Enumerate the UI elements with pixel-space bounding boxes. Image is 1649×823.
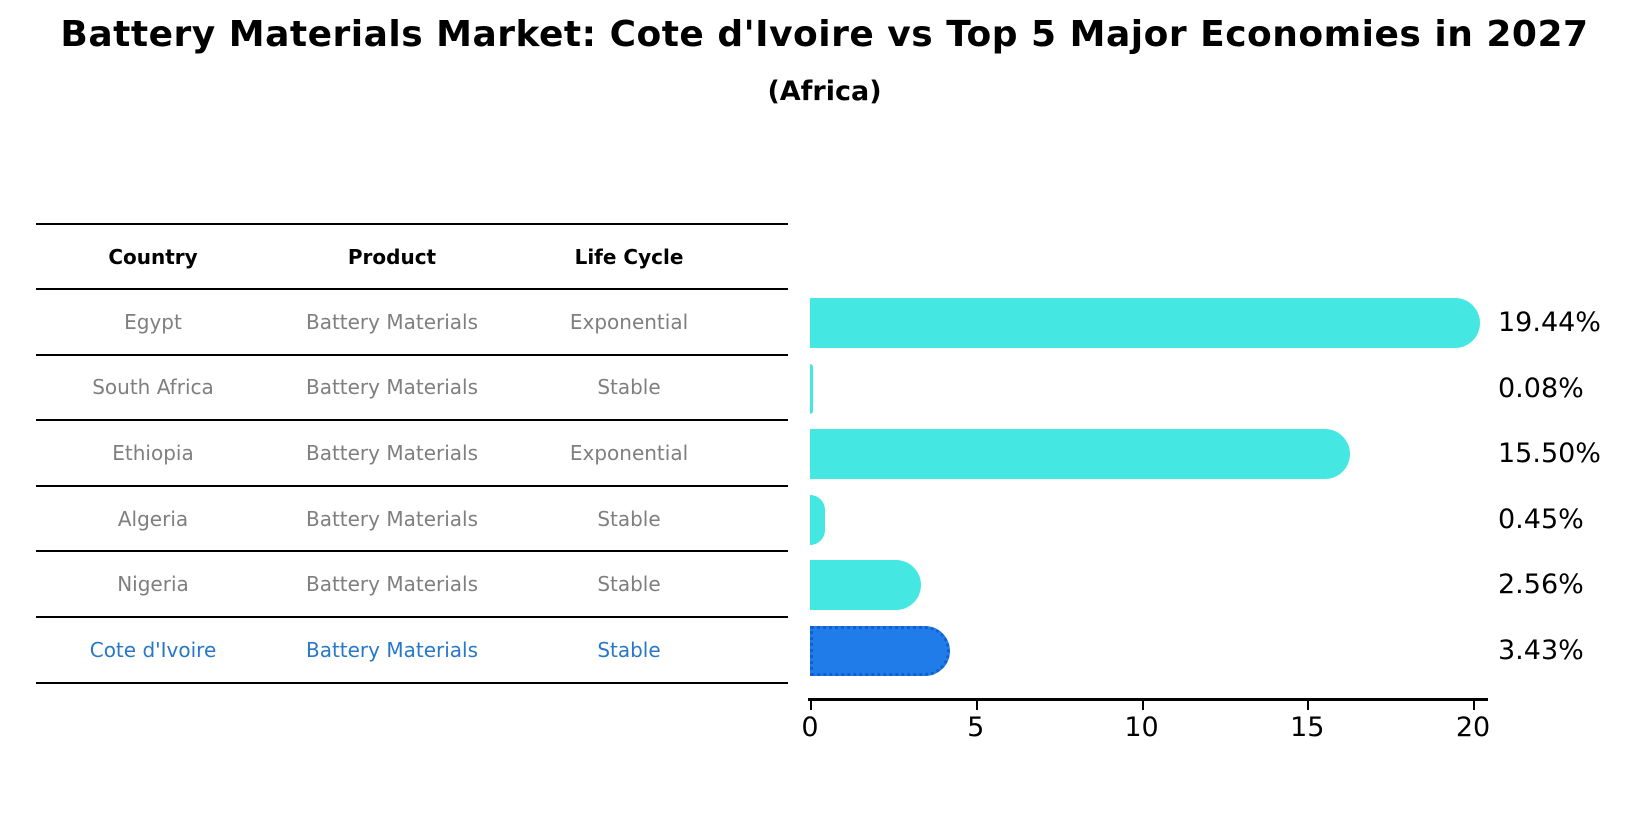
page-title: Battery Materials Market: Cote d'Ivoire … xyxy=(60,14,1589,55)
cell-life-cycle: Stable xyxy=(597,375,661,400)
cell-country: Ethiopia xyxy=(112,440,194,465)
bar-algeria xyxy=(810,494,825,545)
x-axis-tickmark xyxy=(1307,701,1310,710)
value-label-egypt: 19.44% xyxy=(1498,307,1601,338)
value-label-nigeria: 2.56% xyxy=(1498,569,1584,601)
column-header-life-cycle: Life Cycle xyxy=(574,244,684,269)
table-row-egypt: Egypt Battery Materials Exponential xyxy=(36,290,788,356)
cell-life-cycle: Exponential xyxy=(569,440,689,465)
cell-product: Battery Materials xyxy=(305,637,479,662)
cell-life-cycle: Stable xyxy=(597,637,661,662)
table-row-south-africa: South Africa Battery Materials Stable xyxy=(36,356,788,422)
x-axis-tick-label: 15 xyxy=(1290,712,1325,743)
cell-country: Egypt xyxy=(124,309,182,334)
bar-ethiopia xyxy=(810,429,1350,480)
cell-product: Battery Materials xyxy=(305,309,479,334)
x-axis-tickmark xyxy=(1473,701,1475,710)
x-axis-tick-label: 5 xyxy=(967,712,985,743)
table-row-cote-d-ivoire: Cote d'Ivoire Battery Materials Stable xyxy=(36,618,788,684)
cell-country: Nigeria xyxy=(117,572,189,597)
x-axis-tickmark xyxy=(975,701,978,710)
page-subtitle: (Africa) xyxy=(767,76,882,107)
value-label-algeria: 0.45% xyxy=(1498,503,1584,535)
table-row-algeria: Algeria Battery Materials Stable xyxy=(36,487,788,553)
column-header-product: Product xyxy=(347,244,437,269)
cell-product: Battery Materials xyxy=(305,572,479,597)
cell-product: Battery Materials xyxy=(305,375,479,400)
table-row-nigeria: Nigeria Battery Materials Stable xyxy=(36,552,788,618)
cell-product: Battery Materials xyxy=(305,440,479,465)
x-axis-line xyxy=(808,698,1488,701)
x-axis-tick-label: 20 xyxy=(1455,712,1491,743)
x-axis-tickmark xyxy=(1141,701,1144,710)
bar-south-africa xyxy=(810,363,813,414)
table-body: Egypt Battery Materials Exponential South A… xyxy=(36,290,788,684)
table-row-ethiopia: Ethiopia Battery Materials Exponential xyxy=(36,421,788,487)
bar-nigeria xyxy=(810,560,921,611)
value-label-ethiopia: 15.50% xyxy=(1498,438,1601,470)
cell-country: Cote d'Ivoire xyxy=(89,637,217,662)
x-axis-tickmark xyxy=(810,701,812,710)
value-label-cote-d-ivoire: 3.43% xyxy=(1498,635,1584,666)
x-axis-tick-label: 10 xyxy=(1124,712,1159,743)
cell-country: South Africa xyxy=(92,375,214,400)
bar-cote-d-ivoire xyxy=(810,626,950,676)
cell-product: Battery Materials xyxy=(305,506,479,531)
cell-life-cycle: Exponential xyxy=(569,309,689,334)
cell-life-cycle: Stable xyxy=(597,506,661,531)
table-header-row: Country Product Life Cycle xyxy=(36,223,788,290)
bar-egypt xyxy=(810,298,1481,348)
column-header-country: Country xyxy=(108,244,198,269)
comparison-table: Country Product Life Cycle Egypt Battery … xyxy=(36,223,788,684)
value-label-south-africa: 0.08% xyxy=(1498,372,1584,404)
cell-life-cycle: Stable xyxy=(597,572,661,597)
cell-country: Algeria xyxy=(117,506,189,531)
x-axis-tick-label: 0 xyxy=(801,712,819,743)
